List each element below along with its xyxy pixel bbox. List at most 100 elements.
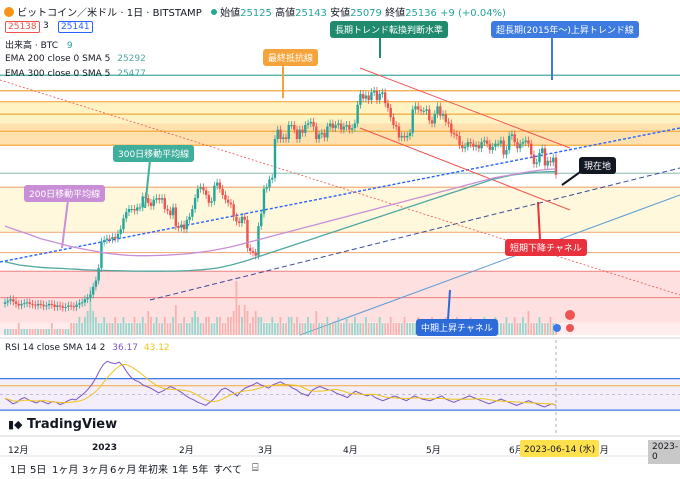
range-1y[interactable]: 1年 — [172, 465, 189, 476]
range-all[interactable]: すべて — [213, 465, 242, 476]
candle-body — [425, 109, 428, 111]
range-1d[interactable]: 1日 — [10, 465, 27, 476]
volume-bar — [331, 323, 334, 335]
ask-box[interactable]: 25141 — [58, 21, 93, 33]
candle-body — [293, 125, 296, 130]
volume-bar — [147, 311, 150, 335]
volume-bar — [150, 317, 152, 335]
calendar-icon[interactable]: ⌸ — [252, 461, 259, 474]
volume-bar — [546, 323, 549, 335]
volume-bar — [516, 323, 519, 335]
candle-body — [163, 198, 166, 209]
volume-bar — [199, 323, 202, 335]
range-1m[interactable]: 1ヶ月 — [52, 465, 79, 476]
pointer-mid-up — [447, 289, 451, 321]
candle-body — [229, 202, 233, 205]
volume-bar — [367, 323, 370, 335]
candle-body — [273, 139, 277, 178]
rsi-sma-line — [4, 363, 557, 406]
candle-body — [455, 134, 459, 136]
bitcoin-icon — [4, 7, 14, 17]
candle-body — [235, 216, 238, 222]
candle-body — [147, 198, 150, 203]
volume-bar — [326, 317, 329, 335]
candle-body — [306, 123, 310, 125]
candle-body — [122, 218, 125, 230]
volume-bar — [45, 329, 48, 335]
volume-bar — [238, 305, 241, 335]
volume-bar — [522, 317, 524, 335]
candle-body — [72, 306, 76, 308]
volume-bar — [42, 329, 45, 335]
candle-body — [196, 188, 200, 199]
range-3m[interactable]: 3ヶ月 — [82, 465, 109, 476]
volume-bar — [20, 329, 23, 335]
candle-body — [133, 209, 136, 211]
volume-bar — [216, 317, 219, 335]
volume-bar — [398, 323, 400, 335]
volume-bar — [279, 317, 282, 335]
candle-body — [441, 114, 445, 116]
candle-body — [301, 129, 304, 133]
candle-body — [331, 123, 335, 129]
candle-body — [315, 126, 318, 139]
volume-bar — [535, 323, 538, 335]
candle-body — [516, 142, 519, 149]
candle-body — [477, 145, 481, 149]
volume-bar — [293, 323, 296, 335]
candle-body — [521, 142, 525, 144]
candle-body — [12, 299, 15, 302]
candle-body — [218, 182, 222, 189]
candle-body — [58, 305, 62, 307]
volume-bar — [271, 317, 274, 335]
candle-body — [243, 216, 246, 220]
volume-bar — [312, 323, 315, 335]
volume-bar — [392, 323, 395, 335]
low-label: 安値 — [330, 8, 351, 19]
range-ytd[interactable]: 年初来 — [138, 465, 168, 476]
candle-body — [298, 129, 301, 139]
candle-body — [414, 106, 417, 110]
volume-bar — [538, 317, 541, 335]
candle-body — [207, 195, 211, 203]
volume-bar — [122, 317, 125, 335]
volume-bar — [221, 323, 224, 335]
candle-body — [210, 201, 213, 203]
volume-bar — [511, 323, 513, 335]
uptrend-line-navy — [149, 167, 680, 301]
symbol-header: ビットコイン／米ドル · 1日 · BITSTAMP 始値25125 高値251… — [4, 4, 506, 19]
ema300-line — [4, 168, 557, 257]
candle-body — [257, 226, 260, 256]
range-6m[interactable]: 6ヶ月 — [110, 465, 137, 476]
candle-body — [348, 125, 351, 130]
candle-body — [182, 224, 186, 230]
volume-bar — [196, 317, 199, 335]
volume-bar — [218, 317, 221, 335]
brand-logo[interactable]: ▮◆ TradingView — [8, 417, 117, 432]
volume-bar — [232, 311, 235, 335]
candle-body — [295, 129, 299, 139]
volume-bar — [183, 317, 185, 335]
candle-body — [518, 143, 522, 149]
candle-body — [56, 305, 59, 307]
candle-body — [452, 132, 456, 135]
volume-bar — [351, 323, 354, 335]
candle-body — [262, 188, 266, 214]
candle-body — [237, 221, 241, 223]
candle-body — [389, 107, 392, 118]
candle-body — [406, 135, 409, 138]
annotation-super-long: 超長期(2015年〜)上昇トレンド線 — [491, 21, 639, 38]
volume-bar — [497, 323, 500, 335]
range-5d[interactable]: 5日 — [30, 465, 47, 476]
range-5y[interactable]: 5年 — [192, 465, 209, 476]
volume-bar — [103, 317, 106, 335]
volume-bar — [48, 329, 50, 335]
volume-bar — [56, 329, 59, 335]
xtick-jul: 7月 — [594, 446, 609, 456]
volume-bar — [174, 305, 177, 335]
volume-bar — [395, 323, 398, 335]
candle-body — [160, 198, 164, 200]
bid-box[interactable]: 25138 — [5, 21, 40, 33]
